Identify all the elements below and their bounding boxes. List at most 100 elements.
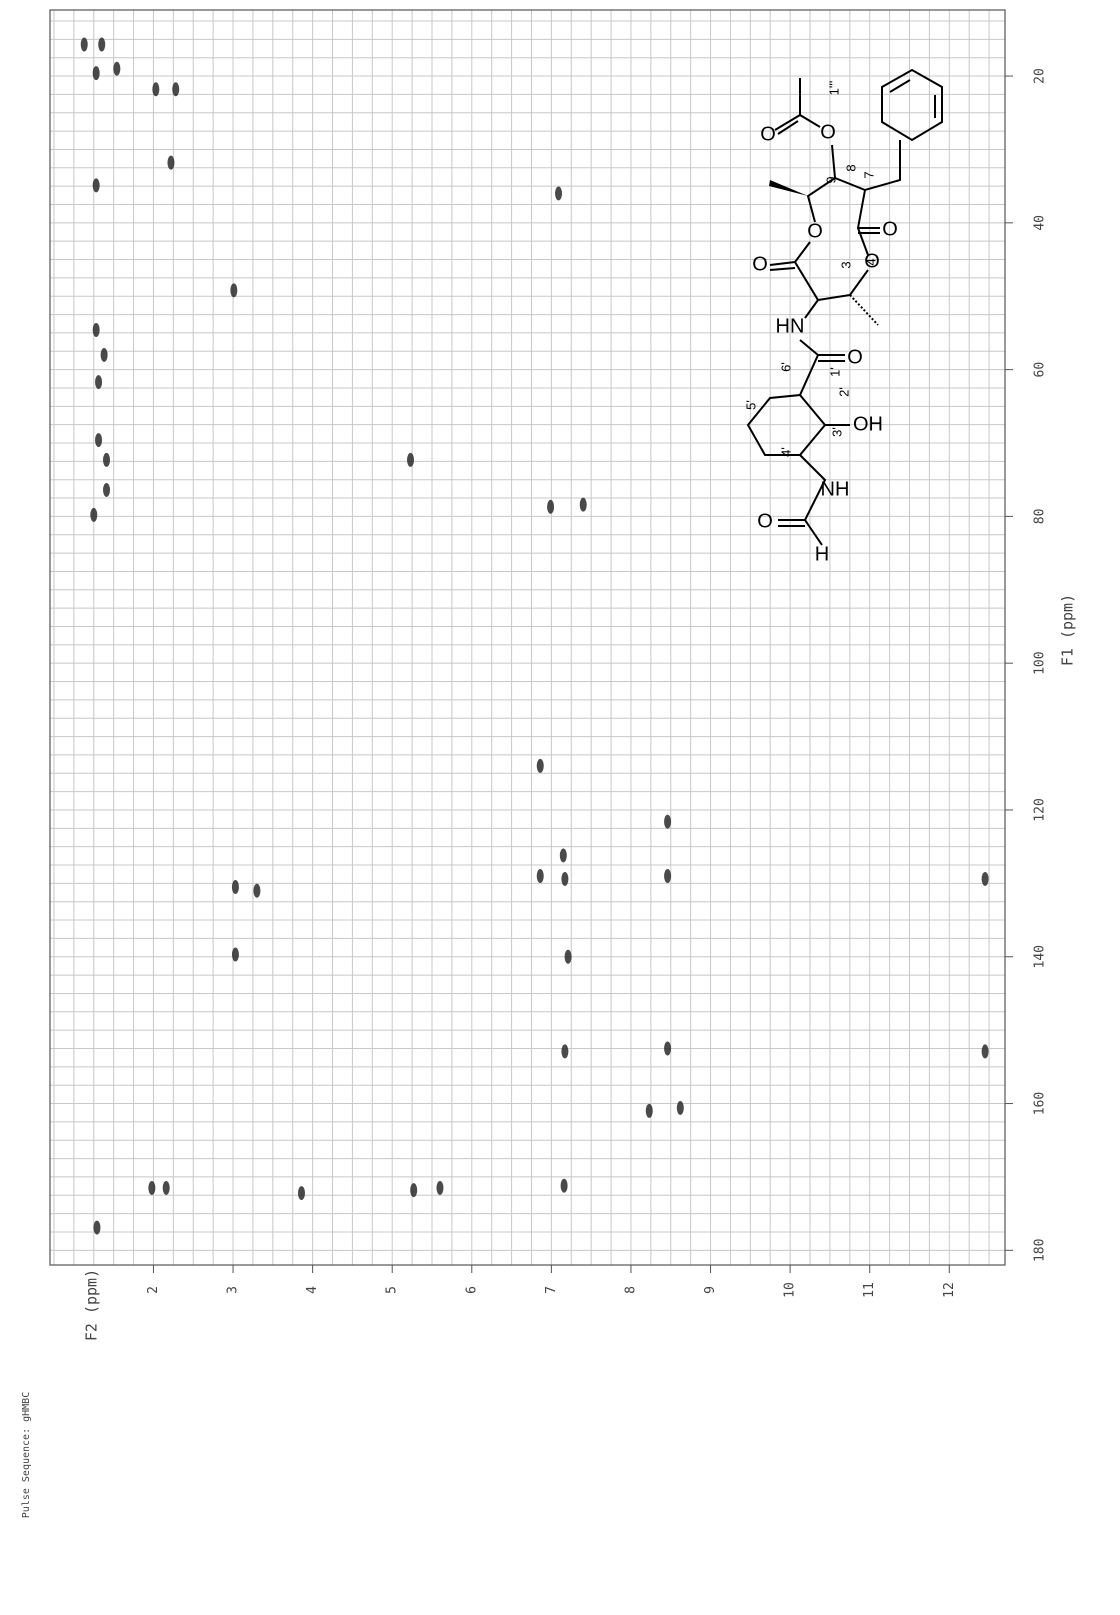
- cross-peak: [98, 37, 106, 52]
- atom-label: 5': [743, 400, 758, 410]
- atom-label: O: [752, 253, 768, 275]
- x-tick-label: 7: [544, 1286, 559, 1294]
- x-tick-label: 8: [623, 1286, 638, 1294]
- atom-label: H: [815, 543, 829, 565]
- atom-label: OH: [853, 413, 883, 435]
- cross-peak: [80, 37, 88, 52]
- structure: [746, 68, 943, 546]
- atom-label: O: [864, 250, 880, 272]
- cross-peak: [100, 347, 108, 362]
- cross-peak: [664, 1041, 672, 1056]
- atom-label: O: [847, 346, 863, 368]
- bond: [881, 68, 943, 142]
- atom-label: 4': [778, 447, 793, 457]
- y-tick-label: 40: [1033, 215, 1048, 231]
- peaks: [80, 37, 989, 1235]
- cross-peak: [93, 1220, 101, 1235]
- atom-label: 9: [823, 176, 838, 183]
- bond: [769, 267, 796, 271]
- y-tick-label: 140: [1033, 945, 1048, 968]
- cross-peak: [297, 1186, 305, 1201]
- atom-label: 2': [836, 387, 851, 397]
- pulse-sequence: Pulse Sequence: gHMBC: [21, 1392, 32, 1518]
- cross-peak: [167, 155, 175, 170]
- atom-label: 8: [843, 164, 858, 171]
- cross-peak: [561, 871, 569, 886]
- x-tick-label: 3: [226, 1286, 241, 1294]
- atom-label: HN: [776, 315, 805, 337]
- bond: [777, 120, 799, 135]
- bond: [831, 144, 836, 179]
- cross-peak: [230, 283, 238, 298]
- y-tick-label: 60: [1033, 362, 1048, 378]
- cross-peak: [536, 869, 544, 884]
- x-tick-label: 5: [385, 1286, 400, 1294]
- cross-peak: [559, 848, 567, 863]
- cross-peak: [103, 452, 111, 467]
- atom-label: O: [807, 220, 823, 242]
- x-axis-label: F2 (ppm): [83, 1269, 101, 1341]
- y-tick-label: 80: [1033, 509, 1048, 525]
- cross-peak: [981, 871, 989, 886]
- bond: [889, 79, 911, 93]
- y-tick-label: 120: [1033, 798, 1048, 821]
- atom-label: 1''': [826, 81, 841, 96]
- cross-peak: [92, 322, 100, 337]
- cross-peak: [148, 1180, 156, 1195]
- y-tick-label: 20: [1033, 68, 1048, 84]
- cross-peak: [231, 880, 239, 895]
- atom-label: 7: [861, 171, 876, 178]
- bond: [806, 140, 901, 223]
- bond: [799, 454, 827, 546]
- x-tick-label: 9: [703, 1286, 718, 1294]
- cross-peak: [95, 375, 103, 390]
- cross-peak: [560, 1178, 568, 1193]
- cross-peak: [564, 949, 572, 964]
- bond: [769, 261, 796, 266]
- cross-peak: [407, 452, 415, 467]
- cross-peak: [547, 499, 555, 514]
- cross-peak: [436, 1180, 444, 1195]
- cross-peak: [95, 433, 103, 448]
- atom-label: O: [820, 121, 836, 143]
- atom-label: 4: [863, 258, 878, 265]
- cross-peak: [103, 482, 111, 497]
- atom-label: NH: [821, 478, 850, 500]
- atom-label: 3': [829, 427, 844, 437]
- cross-peak: [231, 947, 239, 962]
- y-tick-label: 100: [1033, 651, 1048, 674]
- cross-peak: [92, 178, 100, 193]
- cross-peak: [981, 1044, 989, 1059]
- bond: [804, 299, 819, 319]
- cross-peak: [579, 497, 587, 512]
- y-axis-label: F1 (ppm): [1059, 594, 1077, 666]
- cross-peak: [152, 82, 160, 97]
- atom-label: O: [760, 123, 776, 145]
- y-tick-label: 180: [1033, 1239, 1048, 1262]
- x-tick-label: 10: [783, 1282, 798, 1298]
- cross-peak: [676, 1100, 684, 1115]
- atom-label: 6': [778, 362, 793, 372]
- cross-peak: [172, 82, 180, 97]
- cross-peak: [92, 66, 100, 81]
- cross-peak: [162, 1180, 170, 1195]
- cross-peak: [253, 883, 261, 898]
- grid: [50, 10, 1005, 1265]
- cross-peak: [561, 1044, 569, 1059]
- cross-peak: [664, 869, 672, 884]
- x-tick-label: 2: [146, 1286, 161, 1294]
- atom-label: 1': [827, 367, 842, 377]
- x-tick-label: 12: [942, 1282, 957, 1298]
- atom-label: 3: [838, 261, 853, 268]
- wedge: [769, 180, 808, 196]
- cross-peak: [410, 1183, 418, 1198]
- cross-peak: [536, 758, 544, 773]
- cross-peak: [664, 814, 672, 829]
- cross-peak: [645, 1103, 653, 1118]
- plot-frame: [49, 9, 1006, 1266]
- x-tick-label: 4: [305, 1286, 320, 1294]
- bond: [774, 114, 801, 131]
- cross-peak: [555, 186, 563, 201]
